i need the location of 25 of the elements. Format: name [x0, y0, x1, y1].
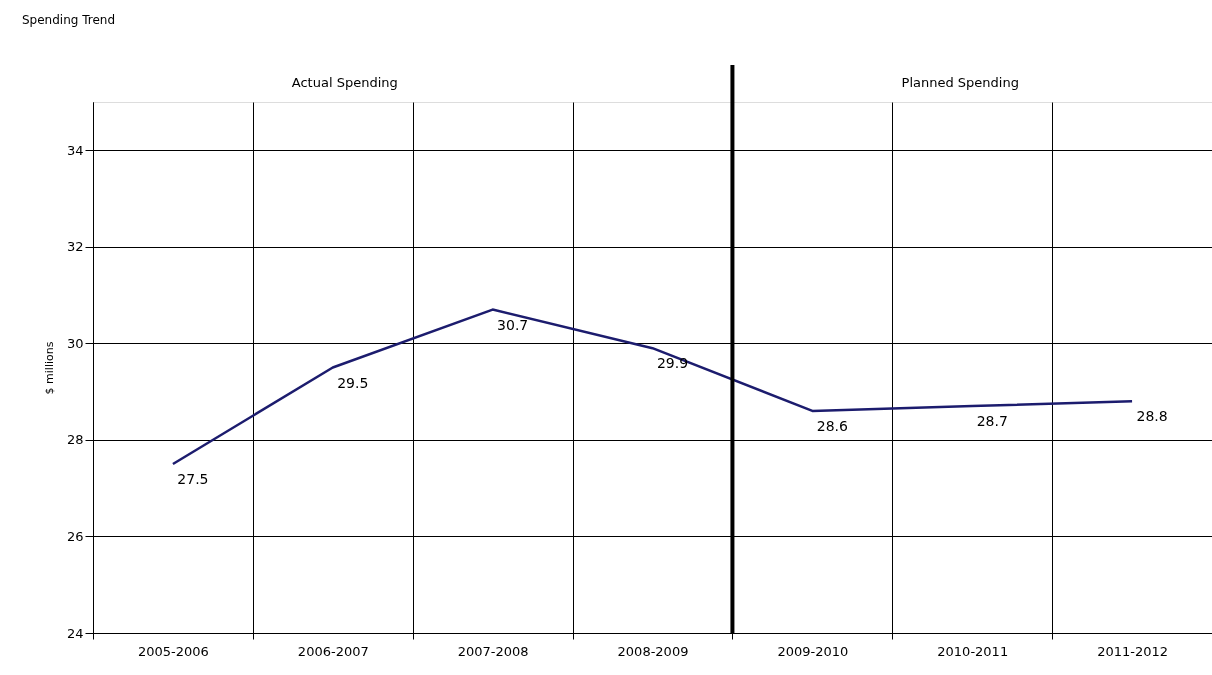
- text: Actual Spending: [291, 75, 398, 90]
- data-label: 29.9: [656, 355, 689, 372]
- x-tick-label: 2010-2011: [937, 643, 1009, 659]
- text: Planned Spending: [901, 75, 1019, 90]
- y-tick-label: 32: [66, 239, 84, 255]
- chart-title: Spending Trend: [22, 13, 116, 27]
- y-tick-label: 34: [66, 142, 84, 158]
- y-tick-label: 30: [66, 335, 84, 351]
- x-tick-label: 2009-2010: [777, 643, 849, 659]
- x-tick-label: 2008-2009: [617, 643, 689, 659]
- y-tick-label: 24: [66, 625, 84, 641]
- line-series: [171, 308, 1134, 466]
- y-tick-label: 28: [66, 432, 84, 448]
- x-tick-label: 2006-2007: [297, 643, 369, 659]
- x-tick-label: 2007-2008: [457, 643, 529, 659]
- data-label: 28.8: [1136, 408, 1168, 425]
- y-tick-label: 26: [66, 528, 84, 544]
- data-label: 28.6: [816, 417, 849, 434]
- y-axis-title: $ millions: [42, 341, 56, 395]
- data-label: 27.5: [177, 471, 209, 488]
- x-tick-label: 2011-2012: [1097, 643, 1168, 659]
- data-label: 30.7: [497, 316, 529, 333]
- data-label: 28.7: [976, 413, 1008, 430]
- x-tick-label: 2005-2006: [138, 643, 209, 659]
- data-label: 29.5: [337, 374, 369, 391]
